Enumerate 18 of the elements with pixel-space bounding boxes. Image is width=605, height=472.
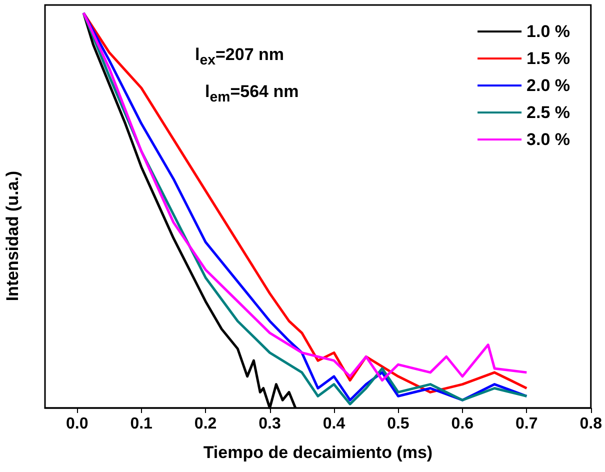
legend-label: 1.5 % xyxy=(526,49,570,68)
x-tick-label: 0.0 xyxy=(66,416,88,432)
x-tick-label: 0.4 xyxy=(322,416,346,432)
annotation: l$_{em}$=564 nm xyxy=(205,82,299,106)
legend-label: 3.0 % xyxy=(526,130,570,149)
annotation: l$_{ex}$=207 nm xyxy=(195,45,284,68)
y-axis-title: Intensidad (u.a.) xyxy=(3,170,22,302)
x-tick-label: 0.3 xyxy=(258,416,281,432)
x-tick-label: 0.2 xyxy=(194,416,217,432)
x-tick-label: 0.5 xyxy=(387,416,410,432)
legend-label: 2.5 % xyxy=(526,103,570,122)
x-tick-label: 0.8 xyxy=(580,416,602,432)
x-tick-label: 0.1 xyxy=(130,416,153,432)
x-tick-label: 0.7 xyxy=(516,416,538,432)
x-axis-title: Tiempo de decaimiento (ms) xyxy=(203,443,433,462)
legend-label: 2.0 % xyxy=(526,76,570,95)
x-tick-label: 0.6 xyxy=(451,416,474,432)
legend-label: 1.0 % xyxy=(526,22,570,41)
